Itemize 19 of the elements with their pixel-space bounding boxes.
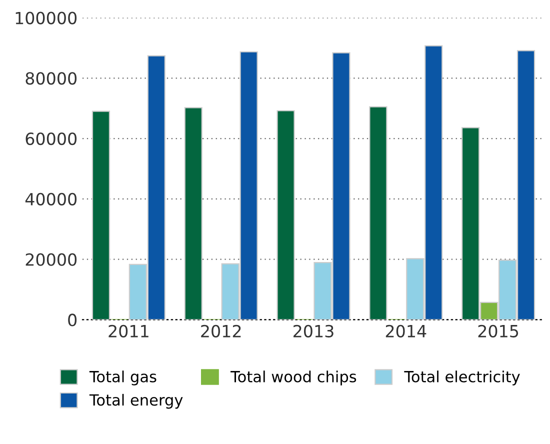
x-tick-label: 2011 <box>108 324 148 338</box>
legend-label: Total energy <box>89 394 183 409</box>
x-tick-label: 2012 <box>201 324 241 338</box>
x-tick-label: 2015 <box>478 324 518 338</box>
y-tick-label: 20000 <box>26 253 77 266</box>
legend-label: Total gas <box>89 370 156 386</box>
x-tick-label: 2014 <box>386 324 426 338</box>
bar <box>276 110 295 320</box>
y-tick-label: 60000 <box>26 132 77 146</box>
y-tick-label: 100000 <box>16 12 77 24</box>
y-tick-label: 40000 <box>25 192 77 206</box>
bar <box>369 106 388 320</box>
bar <box>92 110 110 320</box>
legend-label: Total electricity <box>404 370 520 386</box>
y-tick-label: 0 <box>68 314 77 326</box>
bar <box>184 107 202 320</box>
y-tick-label: 80000 <box>26 72 77 85</box>
legend-label: Total wood chips <box>230 370 356 386</box>
x-tick-label: 2013 <box>294 324 334 338</box>
